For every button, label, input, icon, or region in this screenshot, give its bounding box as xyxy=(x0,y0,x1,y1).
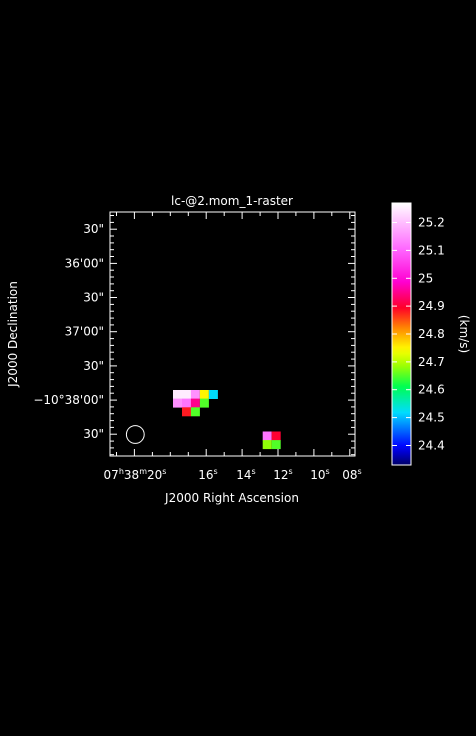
colorbar-tick-labels: 25.2 25.1 25 24.9 24.8 24.7 24.6 24.5 24.4 xyxy=(392,216,445,453)
y-tick-label: 36'00" xyxy=(65,256,104,270)
heatmap-pixel xyxy=(190,398,200,408)
heatmap-pixel xyxy=(199,398,209,408)
x-tick-label-3: 14s xyxy=(236,467,255,482)
y-tick-label: 37'00" xyxy=(65,325,104,339)
y-tick-label: −10°38'00" xyxy=(33,393,104,407)
chart-title: lc-@2.mom_1-raster xyxy=(171,194,293,208)
y-tick-label: 30" xyxy=(83,427,104,441)
colorbar-tick-label: 24.7 xyxy=(418,355,445,369)
y-axis-label: J2000 Declination xyxy=(6,281,20,388)
colorbar-tick-label: 24.9 xyxy=(418,299,445,313)
heatmap-pixel xyxy=(182,390,191,399)
y-tick-label: 30" xyxy=(83,222,104,236)
colorbar-tick-label: 24.5 xyxy=(418,411,445,425)
heatmap-pixel xyxy=(173,398,182,408)
colorbar-tick-label: 24.6 xyxy=(418,383,445,397)
x-tick-label-6: 08s xyxy=(342,467,361,482)
heatmap-pixel xyxy=(199,390,209,399)
y-tick-labels: 30" 36'00" 30" 37'00" 30" −10°38'00" 30" xyxy=(33,222,104,441)
heatmap-pixel xyxy=(182,407,191,417)
heatmap-pixel xyxy=(208,390,218,399)
heatmap-pixel xyxy=(190,390,200,399)
heatmap-pixel xyxy=(190,407,200,417)
x-tick-labels: 07h38m20s 16s 14s 12s 10s 08s xyxy=(104,467,362,482)
y-tick-label: 30" xyxy=(83,291,104,305)
colorbar-tick-label: 25 xyxy=(418,271,433,285)
colorbar-tick-label: 24.8 xyxy=(418,327,445,341)
x-tick-label-4: 12s xyxy=(273,467,292,482)
plot-frame xyxy=(109,211,356,457)
x-axis-label: J2000 Right Ascension xyxy=(164,491,299,505)
x-tick-label-2: 16s xyxy=(198,467,217,482)
axis-ticks xyxy=(110,212,355,456)
heatmap-pixel xyxy=(271,431,281,441)
heatmap-pixel xyxy=(173,390,182,399)
heatmap-pixel xyxy=(271,440,281,450)
colorbar-label: (km/s) xyxy=(457,315,471,353)
beam-ellipse xyxy=(125,425,145,444)
colorbar-tick-label: 25.2 xyxy=(418,216,445,230)
x-tick-label-5: 10s xyxy=(310,467,329,482)
colorbar-tick-label: 25.1 xyxy=(418,243,445,257)
heatmap-pixel xyxy=(262,440,272,450)
heatmap-pixel xyxy=(262,431,272,441)
heatmap-pixels xyxy=(173,390,281,450)
colorbar-tick-label: 24.4 xyxy=(418,439,445,453)
x-tick-label-1: 07h38m20s xyxy=(104,467,167,482)
y-tick-label: 30" xyxy=(83,359,104,373)
heatmap-pixel xyxy=(182,398,191,408)
